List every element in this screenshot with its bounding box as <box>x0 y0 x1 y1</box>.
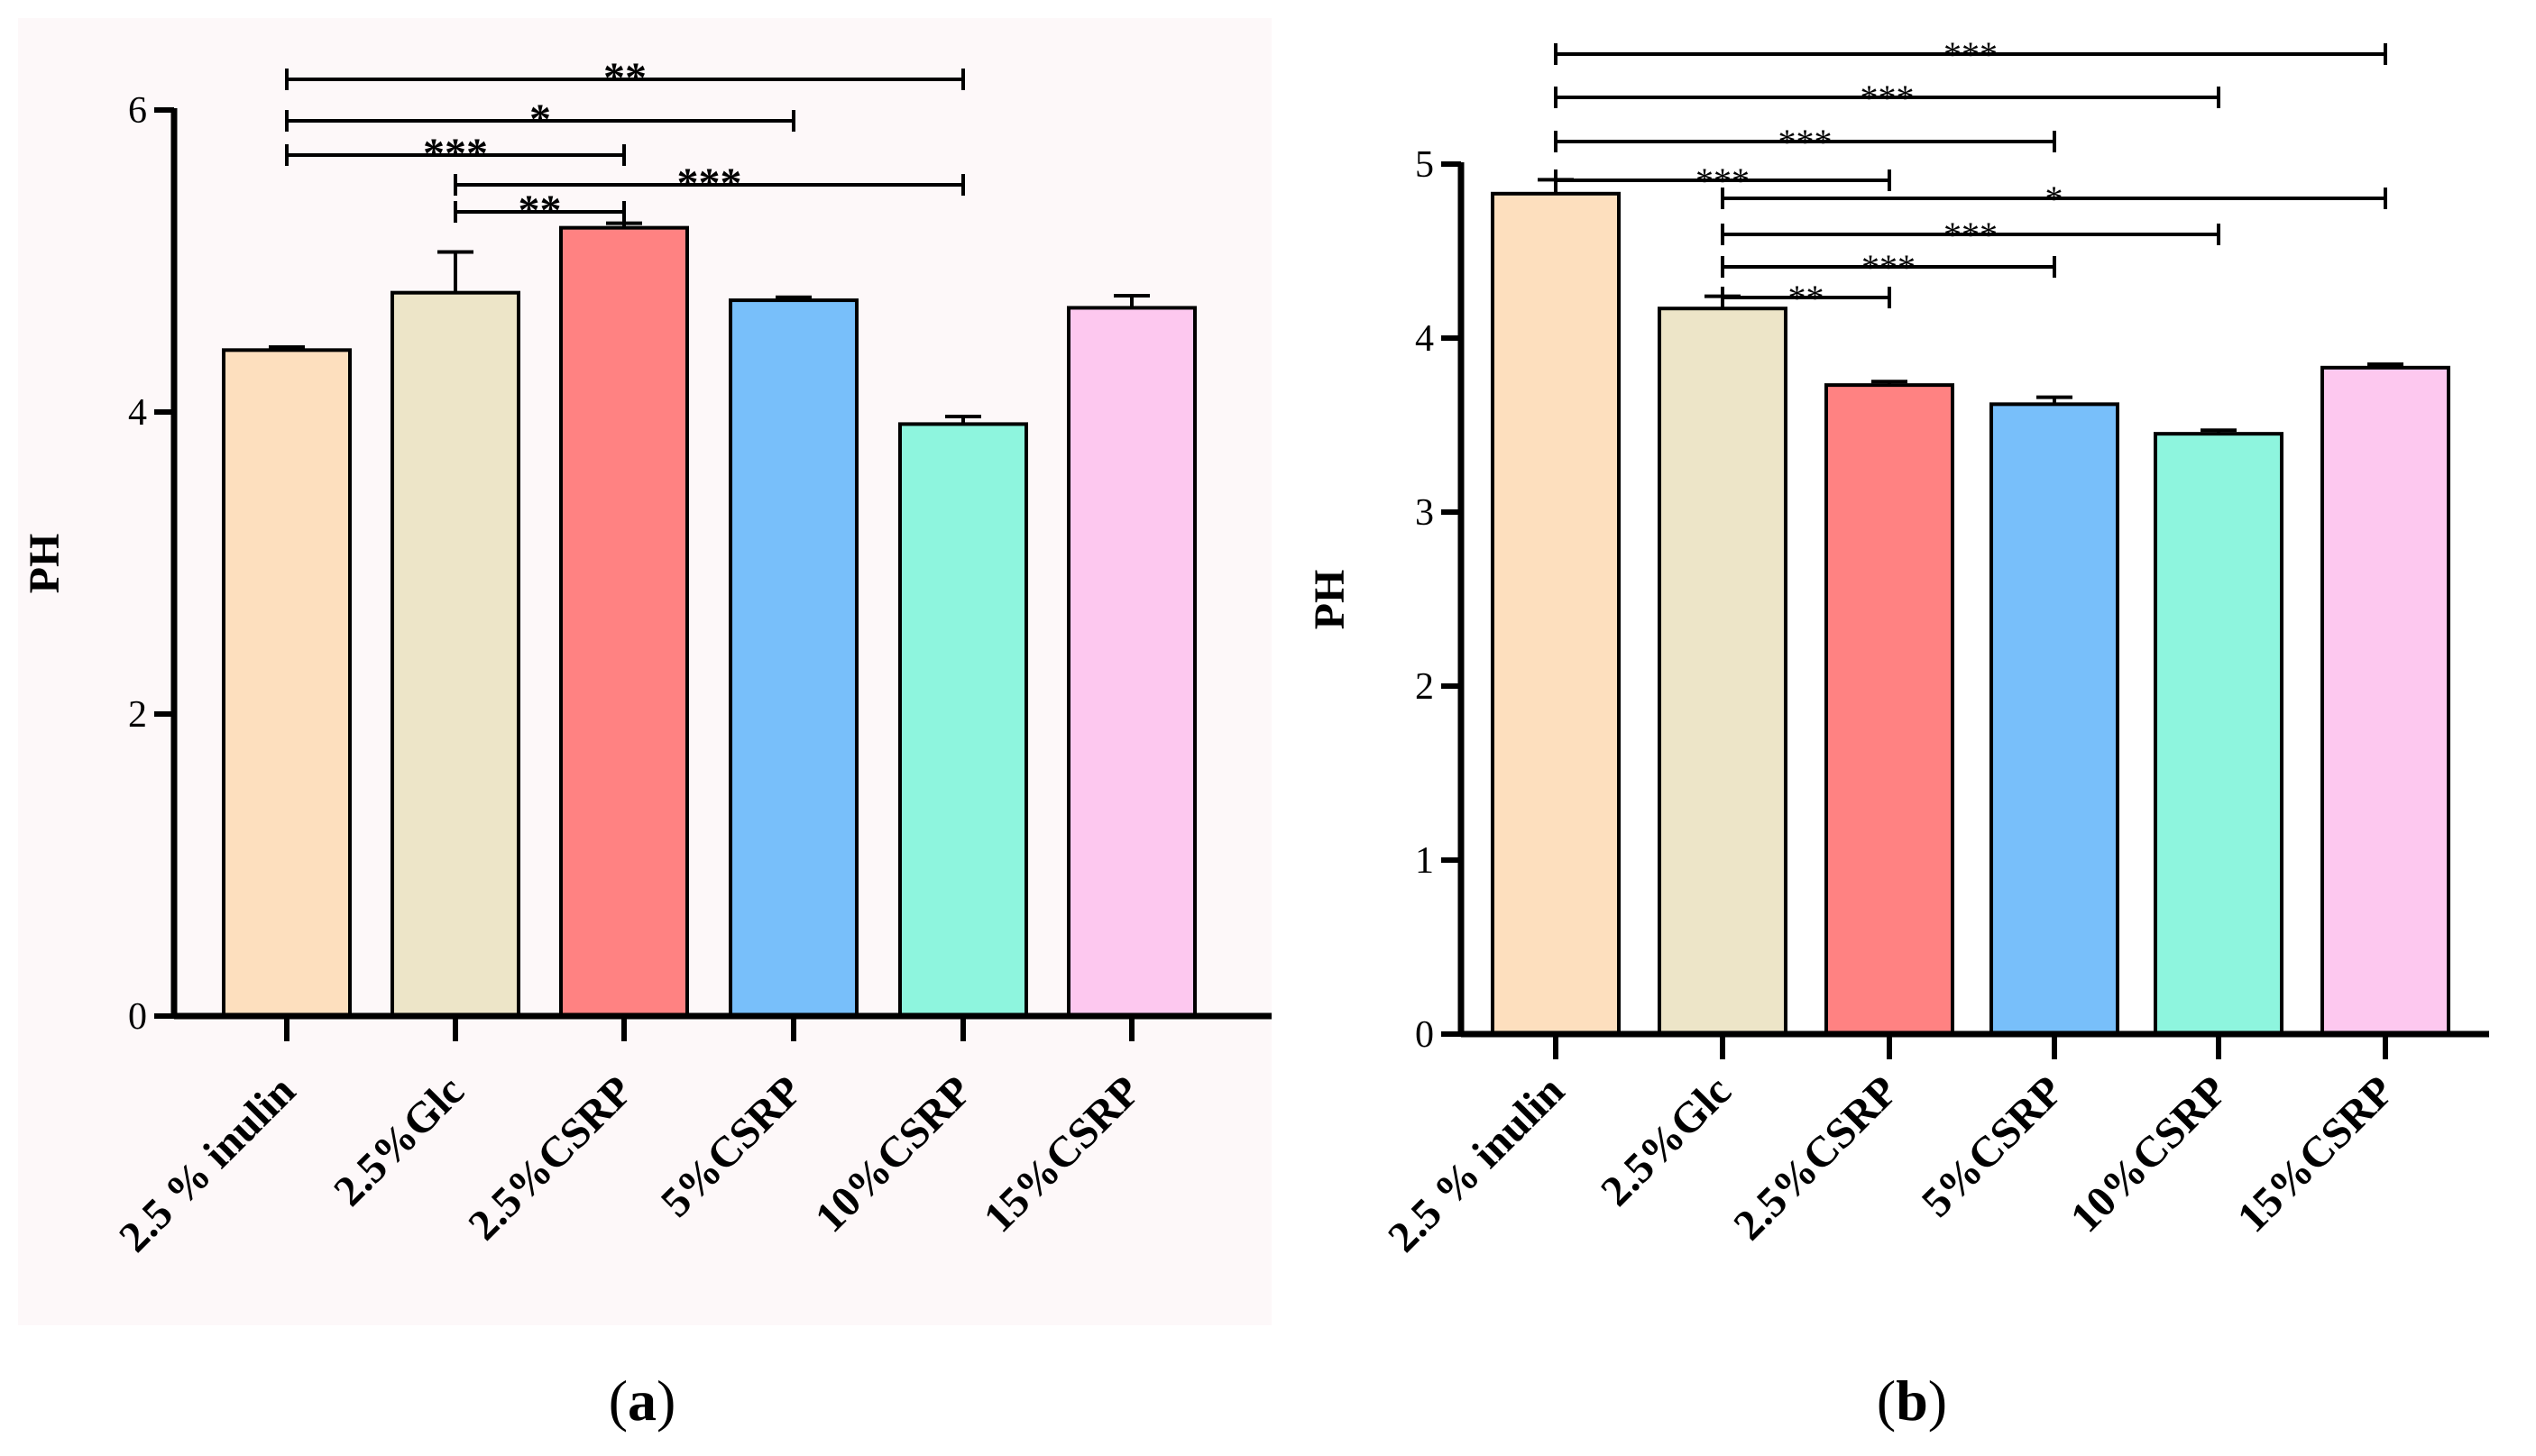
panel-a-panel-label-open: ( <box>609 1369 628 1433</box>
panel-b-sig-label-6: *** <box>1861 247 1916 288</box>
panel-b-panel-label-letter: b <box>1896 1369 1928 1433</box>
panel-b-bar-5 <box>2320 365 2450 1036</box>
panel-b-bar-0 <box>1491 191 1621 1036</box>
panel-b-panel-label-open: ( <box>1877 1369 1896 1433</box>
panel-a-bar-2 <box>559 225 689 1018</box>
panel-b-bar-1 <box>1658 307 1787 1036</box>
panel-b-y-tick-label-1: 1 <box>1415 840 1434 882</box>
panel-a-sig-label-3: *** <box>677 160 742 207</box>
panel-b-y-tick-label-3: 3 <box>1415 492 1434 534</box>
panel-a-bar-3 <box>729 298 859 1018</box>
panel-b-y-tick-label-2: 2 <box>1415 666 1434 708</box>
panel-b-x-tick-label-2: 2.5%CSRP <box>1724 1067 1907 1249</box>
panel-b-sig-label-2: *** <box>1778 122 1833 162</box>
panel-b-bar-4 <box>2154 432 2283 1036</box>
panel-b-y-tick-label-0: 0 <box>1415 1014 1434 1056</box>
panel-b-x-tick-label-3: 5%CSRP <box>1913 1067 2072 1226</box>
panel-b-panel-label-close: ) <box>1928 1369 1947 1433</box>
panel-b-bar-3 <box>1989 402 2119 1036</box>
panel-a-sig-label-2: *** <box>423 130 488 178</box>
panel-a-sig-label-4: ** <box>519 187 562 234</box>
panel-a-bar-4 <box>898 422 1028 1018</box>
panel-b-sig-label-1: *** <box>1861 78 1915 118</box>
panel-b-x-tick-label-4: 10%CSRP <box>2062 1067 2237 1241</box>
panel-b-sig-label-7: ** <box>1788 278 1824 318</box>
panel-b-sig-label-5: *** <box>1943 215 1998 255</box>
panel-a-y-axis-label: PH <box>21 534 69 594</box>
panel-b-y-tick-label-5: 5 <box>1415 144 1434 186</box>
panel-a-panel-label: (a) <box>609 1369 676 1433</box>
panel-a-bar-1 <box>391 290 520 1018</box>
panel-a-bar-5 <box>1067 306 1197 1018</box>
panel-a-bar-0 <box>222 348 352 1018</box>
panel-a-y-tick-label-1: 2 <box>128 694 147 736</box>
panel-a-sig-label-1: * <box>529 96 551 143</box>
panel-b-x-tick-label-1: 2.5%Glc <box>1592 1067 1741 1215</box>
panel-b-y-tick-label-4: 4 <box>1415 318 1434 360</box>
panel-b-sig-label-0: *** <box>1943 34 1998 75</box>
panel-a-panel-label-letter: a <box>628 1369 657 1433</box>
panel-a-panel-label-close: ) <box>657 1369 675 1433</box>
panel-b-x-tick-label-5: 15%CSRP <box>2228 1067 2403 1241</box>
panel-b-panel-label: (b) <box>1877 1369 1947 1433</box>
panel-b-x-tick-label-0: 2.5 % inulin <box>1379 1067 1574 1261</box>
panel-b-sig-label-4: * <box>2045 179 2063 219</box>
panel-a-y-tick-label-0: 0 <box>128 996 147 1038</box>
panel-a-sig-label-0: ** <box>603 54 647 102</box>
panel-a-y-tick-label-2: 4 <box>128 392 147 434</box>
panel-b-y-axis-label: PH <box>1306 570 1354 630</box>
panel-a-y-tick-label-3: 6 <box>128 90 147 132</box>
panel-b-bar-2 <box>1824 383 1954 1036</box>
